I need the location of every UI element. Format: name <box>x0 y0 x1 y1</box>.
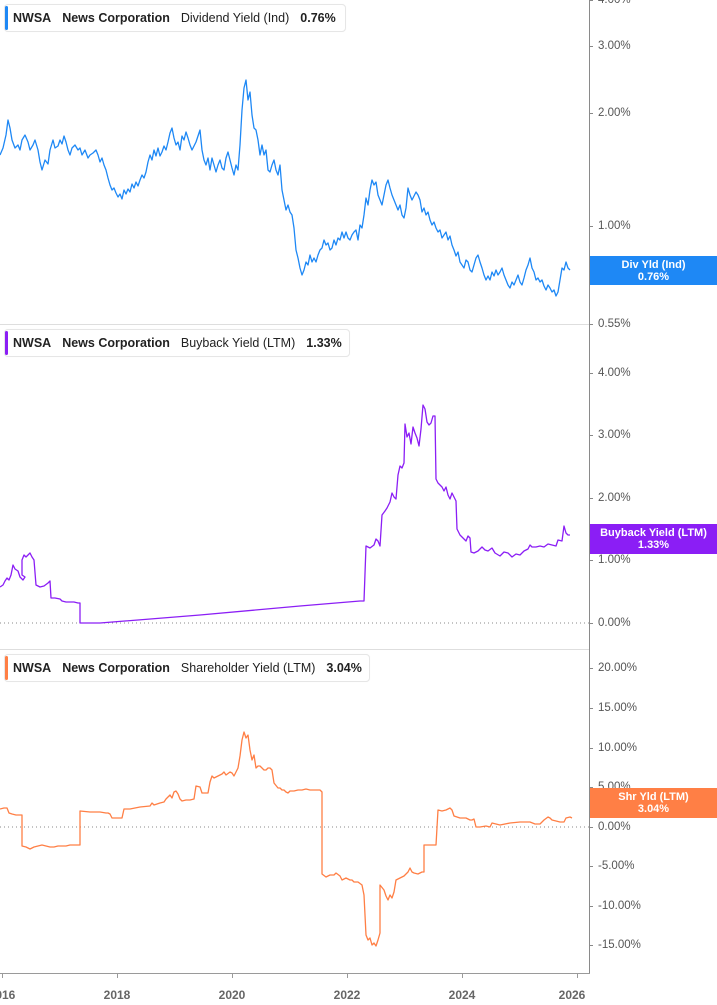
y-tick: -15.00% <box>590 939 641 951</box>
x-tick-label: 2016 <box>0 988 16 1002</box>
legend-metric: Shareholder Yield (LTM) <box>180 661 316 675</box>
legend-ticker: NWSA <box>13 11 52 25</box>
y-tick: 3.00% <box>590 429 631 441</box>
y-tick: 0.55% <box>590 318 631 330</box>
x-tick-mark <box>232 973 233 978</box>
x-tick-label: 2020 <box>218 988 246 1002</box>
x-tick-mark <box>347 973 348 978</box>
badge-value: 1.33% <box>637 539 670 551</box>
badge-value: 0.76% <box>637 270 670 283</box>
y-tick: 4.00% <box>590 0 631 6</box>
series-color-swatch <box>5 656 8 680</box>
y-axis-line <box>589 0 590 325</box>
x-axis-line <box>0 973 590 974</box>
legend-value: 0.76% <box>300 11 336 25</box>
dividend-yield-line <box>0 79 590 325</box>
x-tick-mark <box>117 973 118 978</box>
shareholder-yield-line <box>0 731 590 947</box>
y-tick: -5.00% <box>590 860 634 872</box>
legend-metric: Dividend Yield (Ind) <box>180 11 290 25</box>
legend-company: News Corporation <box>62 11 170 25</box>
x-tick-label: 2022 <box>333 988 361 1002</box>
badge-label: Shr Yld (LTM) <box>618 791 689 803</box>
y-axis-line <box>589 650 590 974</box>
x-tick-mark <box>462 973 463 978</box>
dividend-yield-value-badge: Div Yld (Ind) 0.76% <box>590 256 717 285</box>
series-color-swatch <box>5 331 8 355</box>
buyback-yield-value-badge: Buyback Yield (LTM) 1.33% <box>590 524 717 554</box>
y-tick: 2.00% <box>590 492 631 504</box>
legend-company: News Corporation <box>62 336 170 350</box>
x-tick-mark <box>577 973 578 978</box>
y-tick: 15.00% <box>590 702 637 714</box>
y-tick: -10.00% <box>590 900 641 912</box>
shareholder-yield-pane: NWSA News Corporation Shareholder Yield … <box>0 650 717 1005</box>
y-tick: 1.00% <box>590 220 631 232</box>
legend-value: 1.33% <box>306 336 342 350</box>
legend-ticker: NWSA <box>13 661 52 675</box>
y-tick: 0.00% <box>590 617 631 629</box>
buyback-yield-legend[interactable]: NWSA News Corporation Buyback Yield (LTM… <box>4 329 350 357</box>
y-tick: 20.00% <box>590 662 637 674</box>
y-tick: 10.00% <box>590 742 637 754</box>
legend-company: News Corporation <box>62 661 170 675</box>
y-tick: 3.00% <box>590 40 631 52</box>
y-tick: 4.00% <box>590 367 631 379</box>
legend-value: 3.04% <box>326 661 362 675</box>
badge-label: Div Yld (Ind) <box>621 258 686 271</box>
x-tick-label: 2026 <box>558 988 586 1002</box>
buyback-yield-pane: NWSA News Corporation Buyback Yield (LTM… <box>0 325 717 650</box>
shareholder-yield-value-badge: Shr Yld (LTM) 3.04% <box>590 788 717 818</box>
y-tick: 0.00% <box>590 821 631 833</box>
y-tick: 2.00% <box>590 107 631 119</box>
x-tick-mark <box>2 973 3 978</box>
dividend-yield-legend[interactable]: NWSA News Corporation Dividend Yield (In… <box>4 4 346 32</box>
buyback-yield-line <box>0 404 590 650</box>
shareholder-yield-legend[interactable]: NWSA News Corporation Shareholder Yield … <box>4 654 370 682</box>
dividend-yield-pane: NWSA News Corporation Dividend Yield (In… <box>0 0 717 330</box>
x-tick-label: 2024 <box>448 988 476 1002</box>
legend-ticker: NWSA <box>13 336 52 350</box>
badge-value: 3.04% <box>637 803 670 815</box>
legend-metric: Buyback Yield (LTM) <box>180 336 296 350</box>
x-tick-label: 2018 <box>103 988 131 1002</box>
series-color-swatch <box>5 6 8 30</box>
y-tick: 1.00% <box>590 554 631 566</box>
badge-label: Buyback Yield (LTM) <box>600 527 707 539</box>
y-axis-line <box>589 325 590 650</box>
